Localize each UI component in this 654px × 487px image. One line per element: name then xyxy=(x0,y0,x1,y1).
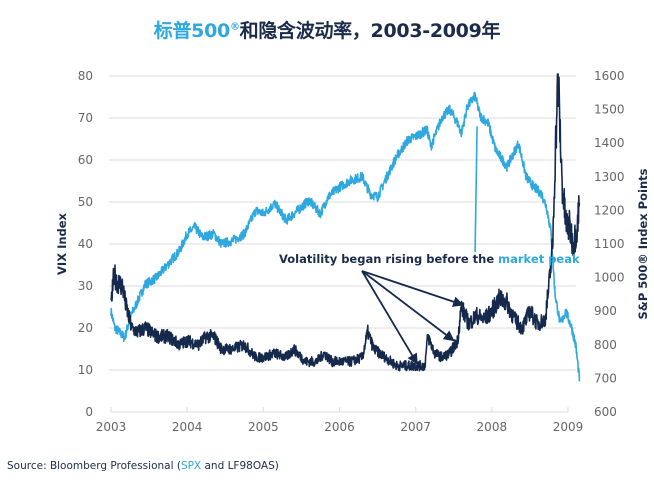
y-tick-label: 60 xyxy=(78,153,93,167)
series-line-spx xyxy=(110,91,581,382)
y-tick-label: 40 xyxy=(78,237,93,251)
annotation-text-highlight: market peak xyxy=(498,252,580,266)
y2-tick-label: 600 xyxy=(594,405,617,419)
annotation-arrow xyxy=(361,270,418,365)
annotation-arrow xyxy=(361,270,464,307)
x-tick-label: 2004 xyxy=(172,420,203,434)
y2-tick-label: 1500 xyxy=(594,103,625,117)
x-tick-label: 2008 xyxy=(477,420,508,434)
title-highlight: 标普500 xyxy=(153,20,230,42)
x-axis: 2003 2004 2005 2006 2007 2008 2009 xyxy=(96,407,584,434)
y-tick-label: 0 xyxy=(85,405,93,419)
source-suffix: and LF98OAS) xyxy=(201,460,279,472)
y2-tick-label: 1100 xyxy=(594,237,625,251)
y2-tick-label: 1300 xyxy=(594,170,625,184)
chart-title: 标普500®和隐含波动率，2003-2009年 xyxy=(0,16,654,43)
source-prefix: Source: Bloomberg Professional ( xyxy=(7,460,181,472)
market-peak-pointer xyxy=(474,126,478,253)
y-tick-label: 30 xyxy=(78,279,93,293)
y2-tick-label: 700 xyxy=(594,371,617,385)
y-tick-label: 20 xyxy=(78,321,93,335)
annotation-group: Volatility began rising before the marke… xyxy=(279,126,580,365)
y-tick-label: 10 xyxy=(78,363,93,377)
y-axis-left-label: VIX Index xyxy=(55,212,69,275)
y-tick-label: 80 xyxy=(78,69,93,83)
source-note: Source: Bloomberg Professional (SPX and … xyxy=(7,460,279,472)
title-rest: 和隐含波动率，2003-2009年 xyxy=(239,20,501,42)
x-tick-label: 2007 xyxy=(400,420,431,434)
y2-tick-label: 900 xyxy=(594,304,617,318)
y-tick-label: 50 xyxy=(78,195,93,209)
title-registered-mark: ® xyxy=(229,21,240,33)
x-tick-label: 2003 xyxy=(96,420,127,434)
gridlines xyxy=(109,75,576,371)
y2-tick-label: 1200 xyxy=(594,203,625,217)
x-tick-label: 2005 xyxy=(248,420,279,434)
x-tick-label: 2006 xyxy=(324,420,355,434)
y-tick-label: 70 xyxy=(78,111,93,125)
annotation-text: Volatility began rising before the marke… xyxy=(279,252,580,266)
y2-tick-label: 1400 xyxy=(594,136,625,150)
annotation-text-prefix: Volatility began rising before the xyxy=(279,252,498,266)
y2-tick-label: 1600 xyxy=(594,69,625,83)
y-axis-left: 0 10 20 30 40 50 60 70 80 xyxy=(78,69,93,419)
x-tick-label: 2009 xyxy=(553,420,584,434)
source-highlight: SPX xyxy=(180,460,202,472)
y2-tick-label: 800 xyxy=(594,338,617,352)
y2-tick-label: 1000 xyxy=(594,271,625,285)
y-axis-right-label: S&P 500® Index Points xyxy=(636,168,650,319)
series-group xyxy=(110,73,581,382)
y-axis-right: 600 700 800 900 1000 1100 1200 1300 1400 1500 1600 xyxy=(594,69,625,419)
annotation-arrow xyxy=(361,270,455,342)
series-line-vix xyxy=(110,73,581,372)
